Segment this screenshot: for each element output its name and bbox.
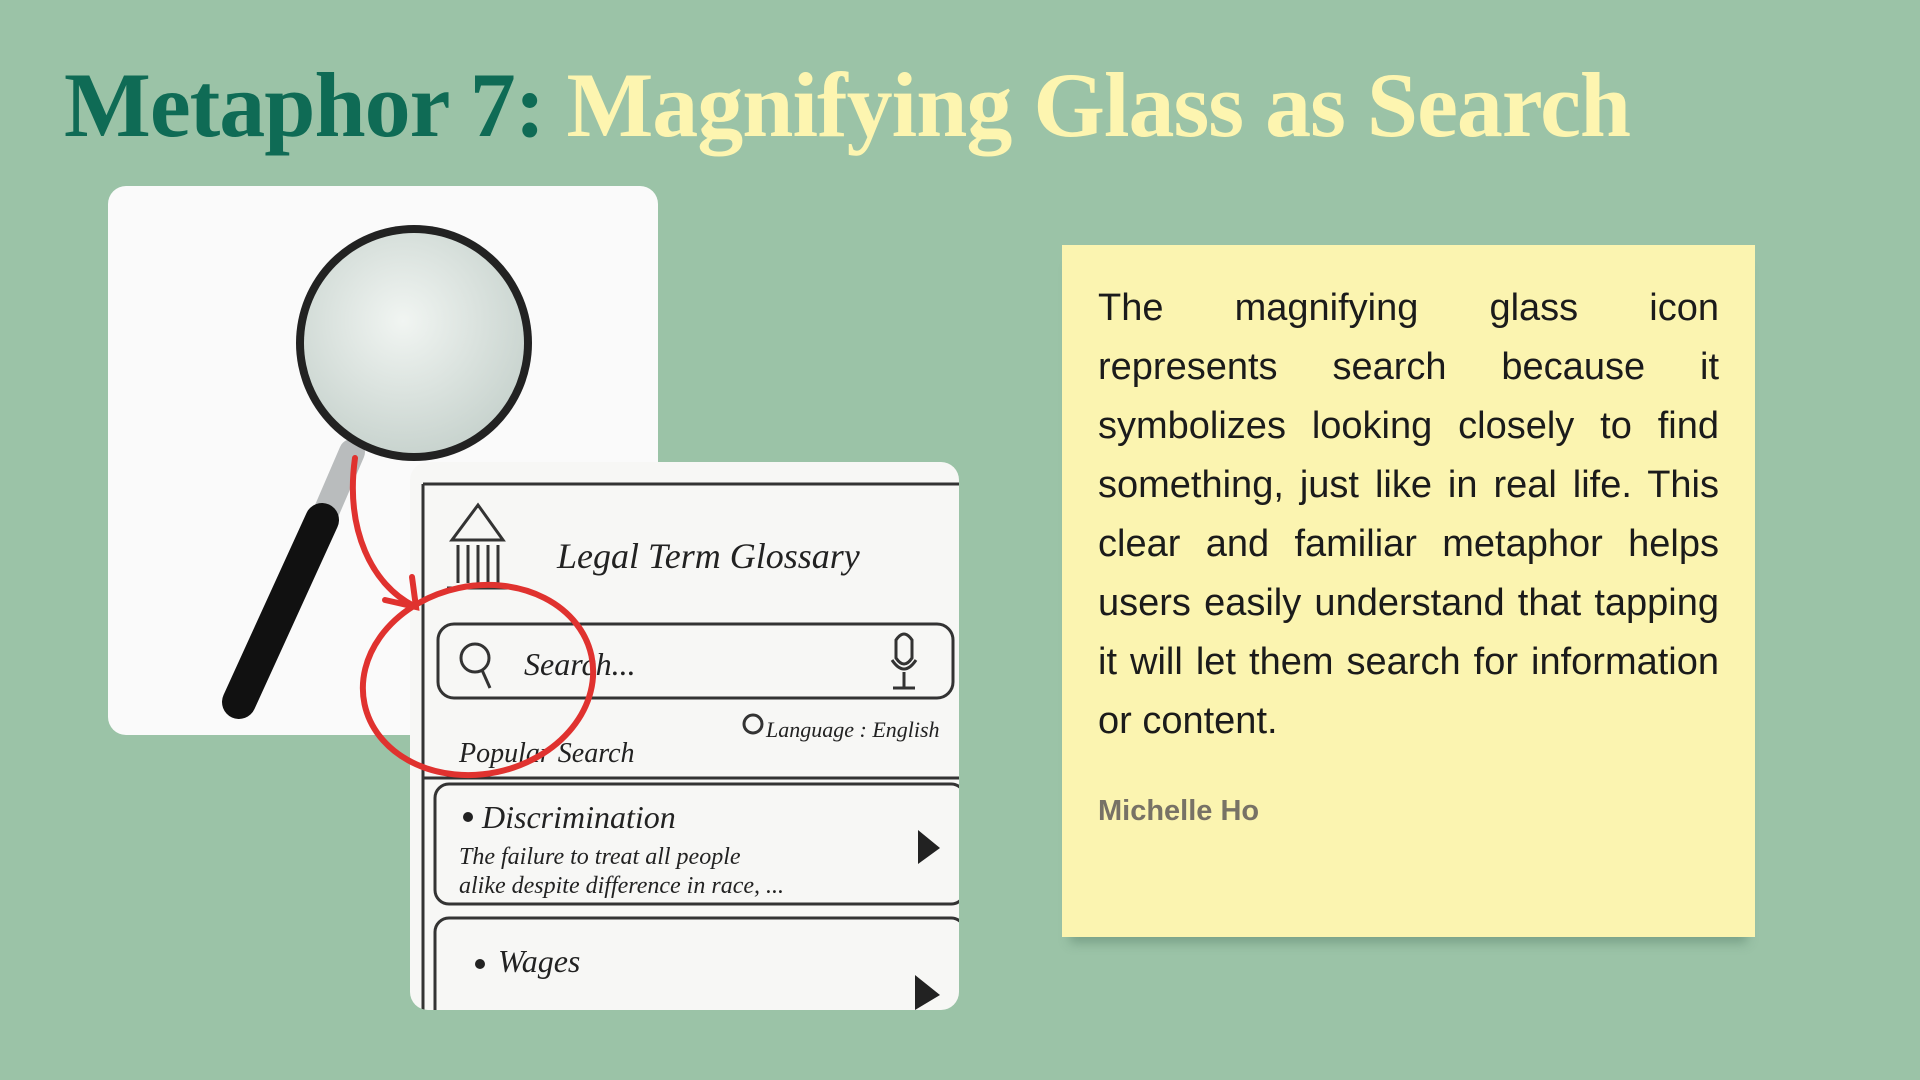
note-author: Michelle Ho — [1098, 795, 1260, 827]
sketch-term: Discrimination — [481, 799, 676, 835]
title-text: Magnifying Glass as Search — [566, 54, 1631, 156]
sketch-language: Language : English — [765, 717, 940, 742]
sketch-term: Wages — [498, 943, 580, 979]
highlight-annotation — [349, 455, 597, 779]
magnifying-glass — [222, 225, 532, 719]
sketch-desc: alike despite difference in race, ... — [459, 873, 784, 899]
sketch-app-title: Legal Term Glossary — [556, 536, 860, 576]
sketch-desc: The failure to treat all people — [459, 844, 741, 870]
title-label: Metaphor 7: — [64, 54, 545, 156]
slide-title: Metaphor 7: Magnifying Glass as Search — [64, 52, 1631, 158]
sketch-card: Legal Term Glossary Search... Language :… — [410, 462, 959, 1010]
sticky-note: The magnifying glass icon represents sea… — [1062, 245, 1755, 937]
sketch-search: Search... — [524, 646, 636, 682]
note-body: The magnifying glass icon represents sea… — [1098, 287, 1719, 742]
